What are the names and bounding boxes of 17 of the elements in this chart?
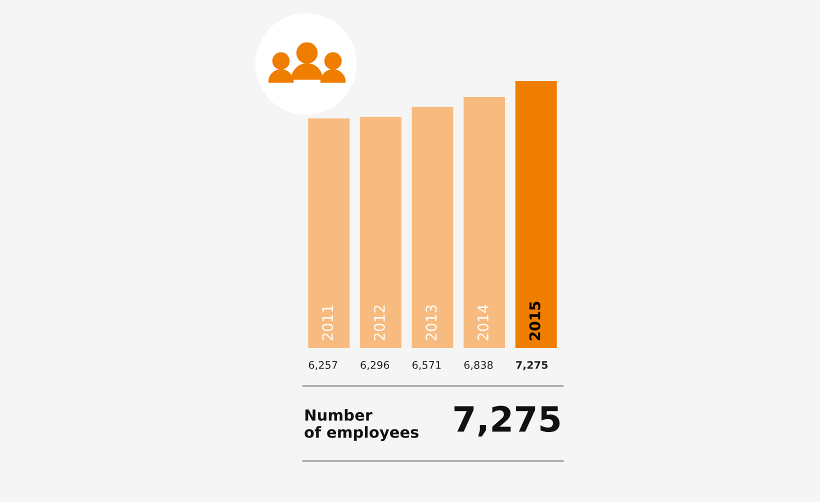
data-label: 6,296 <box>360 361 390 370</box>
bar <box>515 81 557 348</box>
bar <box>308 118 350 348</box>
bar <box>360 116 402 348</box>
x-tick-label: 2011 <box>322 306 334 340</box>
data-label: 6,571 <box>412 361 441 370</box>
x-tick-label: 2015 <box>529 302 540 340</box>
data-label: 7,275 <box>516 361 548 370</box>
data-label: 6,838 <box>464 361 493 370</box>
x-tick-label: 2012 <box>374 306 385 340</box>
x-tick-label: 2013 <box>426 305 437 340</box>
data-label: 6,257 <box>308 361 338 370</box>
x-tick-label: 2014 <box>478 305 489 340</box>
bar <box>464 97 506 348</box>
text: 7,275 <box>454 406 560 437</box>
bar <box>412 106 454 348</box>
text: Number of employees <box>304 408 418 442</box>
